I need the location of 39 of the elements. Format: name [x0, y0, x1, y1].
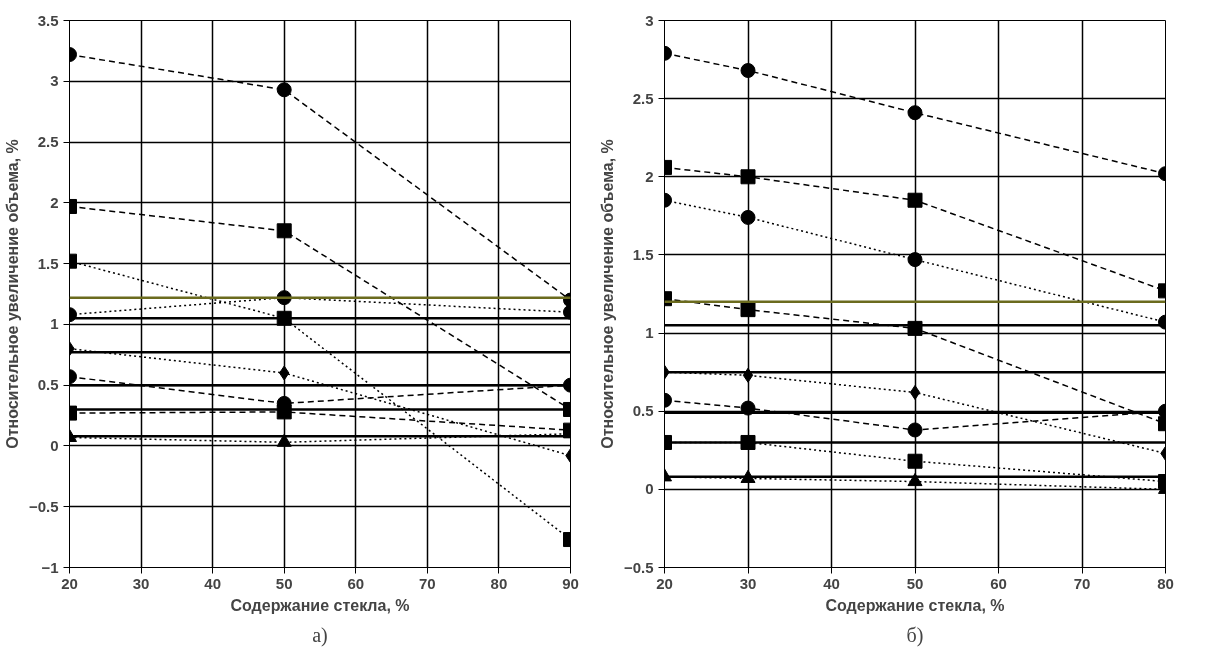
x-tick-label: 70: [419, 574, 436, 592]
y-tick-label: 0: [50, 436, 59, 454]
x-tick-label: 50: [275, 574, 293, 592]
x-tick-label: 20: [656, 574, 673, 592]
y-tick-label: 1.5: [37, 254, 59, 272]
y-tick-label: 1.5: [632, 245, 654, 263]
x-axis-title: Содержание стекла, %: [230, 596, 410, 614]
y-tick-label: 0.5: [37, 376, 59, 394]
x-tick-label: 80: [1157, 574, 1174, 592]
x-tick-label: 90: [562, 574, 579, 592]
x-tick-label: 40: [204, 574, 221, 592]
y-tick-label: 3.5: [37, 11, 59, 29]
x-tick-label: 60: [347, 574, 365, 592]
y-tick-label: −0.5: [28, 497, 59, 515]
x-tick-label: 20: [61, 574, 78, 592]
y-tick-label: 2: [50, 193, 59, 211]
y-tick-label: −1: [41, 558, 59, 576]
y-tick-label: 3: [50, 72, 59, 90]
y-tick-label: 0.5: [632, 402, 654, 420]
y-axis-title: Относительное увеличение объема, %: [598, 139, 616, 449]
x-tick-label: 70: [1073, 574, 1091, 592]
y-tick-label: −0.5: [623, 558, 654, 576]
y-tick-label: 3: [645, 11, 654, 29]
y-tick-label: 2: [645, 167, 654, 185]
x-axis-title: Содержание стекла, %: [825, 596, 1005, 614]
text: а): [312, 623, 328, 647]
x-tick-label: 50: [906, 574, 924, 592]
y-tick-label: 2.5: [37, 133, 59, 151]
x-tick-label: 40: [823, 574, 840, 592]
x-tick-label: 60: [990, 574, 1007, 592]
y-tick-label: 1: [50, 315, 59, 333]
y-tick-label: 0: [645, 480, 654, 498]
x-tick-label: 80: [490, 574, 508, 592]
text: б): [906, 623, 924, 647]
y-axis-title: Относительное увеличение объема, %: [3, 139, 21, 449]
y-tick-label: 1: [645, 324, 654, 342]
y-tick-label: 2.5: [632, 89, 654, 107]
x-tick-label: 30: [739, 574, 757, 592]
x-tick-label: 30: [132, 574, 150, 592]
